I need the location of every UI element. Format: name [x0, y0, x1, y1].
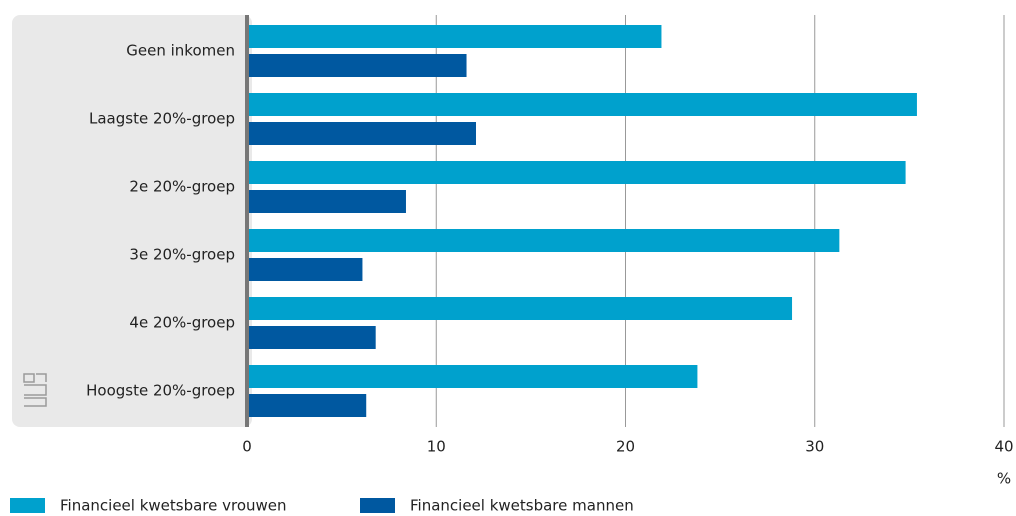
- y-tick-label: 2e 20%-groep: [129, 178, 235, 196]
- bar: [247, 326, 376, 349]
- legend-swatch: [360, 498, 395, 513]
- y-tick-label: Laagste 20%-groep: [89, 110, 235, 128]
- legend-label: Financieel kwetsbare vrouwen: [60, 497, 287, 515]
- logo: [23, 373, 47, 407]
- y-tick-label: Hoogste 20%-groep: [86, 382, 235, 400]
- x-tick-label: 40: [994, 438, 1013, 456]
- x-tick-label: 20: [616, 438, 635, 456]
- bar: [247, 122, 476, 145]
- bar: [247, 190, 406, 213]
- bar: [247, 229, 840, 252]
- bar: [247, 25, 662, 48]
- bar: [247, 161, 906, 184]
- y-tick-label: 3e 20%-groep: [129, 246, 235, 264]
- y-tick-label: Geen inkomen: [126, 42, 235, 60]
- x-tick-label: 10: [427, 438, 446, 456]
- category-panel: [12, 15, 252, 427]
- bar: [247, 297, 793, 320]
- bar: [247, 93, 917, 116]
- x-tick-label: 30: [805, 438, 824, 456]
- legend-label: Financieel kwetsbare mannen: [410, 497, 634, 515]
- y-tick-label: 4e 20%-groep: [129, 314, 235, 332]
- legend-swatch: [10, 498, 45, 513]
- bar: [247, 54, 467, 77]
- x-tick-label: 0: [242, 438, 252, 456]
- bar: [247, 365, 698, 388]
- bar: [247, 258, 363, 281]
- bar: [247, 394, 367, 417]
- x-axis-label: %: [997, 470, 1011, 488]
